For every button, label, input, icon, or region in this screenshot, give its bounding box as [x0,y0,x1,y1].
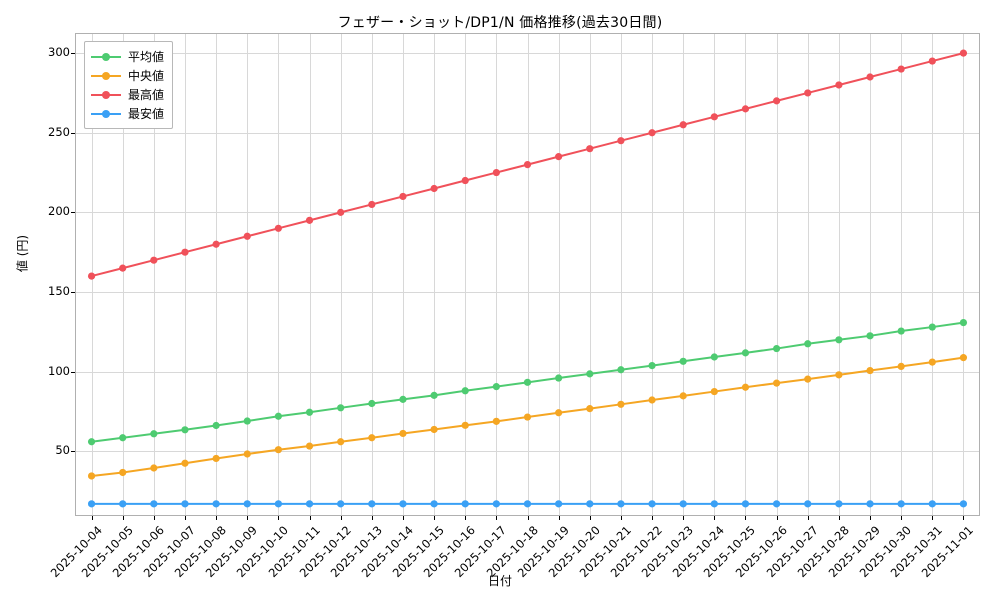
legend-label: 最高値 [128,88,165,102]
y-tick-mark [71,451,75,453]
legend-swatch-icon [91,108,121,120]
x-tick-mark [216,516,218,520]
y-tick-label: 200 [48,204,70,219]
gridline-vertical [963,34,964,515]
series-4 [87,500,968,508]
gridline-vertical [123,34,124,515]
y-axis-tick-labels: 50 100 150 200 250 300 [0,33,70,516]
chart-legend: 平均値中央値最高値最安値 [84,41,174,129]
y-tick-mark [71,292,75,294]
gridline-vertical [185,34,186,515]
gridline-vertical [372,34,373,515]
gridline-vertical [901,34,902,515]
gridline-vertical [621,34,622,515]
legend-label: 平均値 [128,50,165,64]
gridline-vertical [870,34,871,515]
legend-swatch-icon [91,70,121,82]
series-3 [87,49,968,280]
chart-title: フェザー・ショット/DP1/N 価格推移(過去30日間) [337,15,663,31]
gridline-vertical [528,34,529,515]
x-tick-mark [652,516,654,520]
x-tick-mark [184,516,186,520]
gridline-horizontal [76,133,979,134]
gridline-horizontal [76,212,979,213]
gridline-vertical [777,34,778,515]
x-tick-mark [402,516,404,520]
legend-item-4[interactable]: 最安値 [91,104,164,123]
series-lines [87,49,968,508]
y-tick-mark [71,212,75,214]
y-tick-mark [71,53,75,55]
gridline-vertical [808,34,809,515]
y-tick-label: 100 [48,363,70,378]
x-tick-mark [714,516,716,520]
series-2 [87,354,968,480]
x-tick-mark [91,516,93,520]
legend-item-2[interactable]: 中央値 [91,66,164,85]
gridline-horizontal [76,451,979,452]
y-tick-mark [71,132,75,134]
x-tick-mark [153,516,155,520]
gridline-horizontal [76,292,979,293]
x-tick-mark [589,516,591,520]
gridline-vertical [839,34,840,515]
gridline-vertical [714,34,715,515]
plot-area [75,33,980,516]
gridline-vertical [341,34,342,515]
gridline-horizontal [76,372,979,373]
legend-item-1[interactable]: 平均値 [91,47,164,66]
x-tick-mark [870,516,872,520]
gridline-vertical [652,34,653,515]
y-tick-label: 150 [48,284,70,299]
x-tick-mark [278,516,280,520]
gridline-horizontal [76,53,979,54]
x-tick-mark [838,516,840,520]
x-tick-mark [527,516,529,520]
y-tick-label: 250 [48,124,70,139]
x-tick-mark [932,516,934,520]
gridline-vertical [434,34,435,515]
gridline-vertical [403,34,404,515]
gridline-vertical [683,34,684,515]
x-tick-mark [371,516,373,520]
y-tick-mark [71,371,75,373]
gridline-vertical [745,34,746,515]
gridline-vertical [154,34,155,515]
x-tick-mark [465,516,467,520]
x-tick-mark [247,516,249,520]
y-axis-label: 値 (円) [15,234,30,273]
x-tick-mark [558,516,560,520]
gridline-vertical [216,34,217,515]
gridline-vertical [247,34,248,515]
x-tick-mark [122,516,124,520]
x-tick-mark [776,516,778,520]
gridline-vertical [465,34,466,515]
x-tick-mark [496,516,498,520]
x-tick-mark [745,516,747,520]
gridline-vertical [310,34,311,515]
y-tick-label: 300 [48,45,70,60]
gridline-vertical [932,34,933,515]
x-tick-mark [620,516,622,520]
legend-label: 中央値 [128,69,165,83]
legend-item-3[interactable]: 最高値 [91,85,164,104]
legend-swatch-icon [91,51,121,63]
x-tick-mark [807,516,809,520]
legend-label: 最安値 [128,107,165,121]
x-tick-mark [683,516,685,520]
x-tick-mark [340,516,342,520]
x-tick-mark [901,516,903,520]
x-tick-mark [434,516,436,520]
gridline-vertical [590,34,591,515]
x-tick-mark [963,516,965,520]
x-axis-label: 日付 [487,574,512,588]
gridline-vertical [278,34,279,515]
gridline-vertical [496,34,497,515]
gridline-vertical [559,34,560,515]
x-tick-mark [309,516,311,520]
legend-swatch-icon [91,89,121,101]
y-tick-label: 50 [55,443,70,458]
series-1 [87,319,968,446]
